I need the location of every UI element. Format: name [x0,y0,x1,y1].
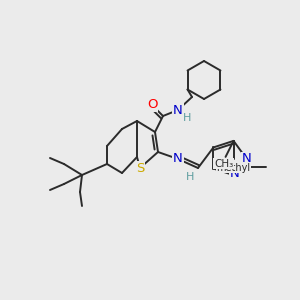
Text: methyl: methyl [217,163,250,173]
Text: S: S [136,161,144,175]
Text: N: N [173,103,183,116]
Text: N: N [173,152,183,166]
Text: N: N [230,167,239,180]
Text: H: H [186,172,194,182]
Text: CH₃: CH₃ [214,159,233,169]
Text: H: H [183,113,191,123]
Text: N: N [242,152,252,166]
Text: O: O [147,98,157,112]
